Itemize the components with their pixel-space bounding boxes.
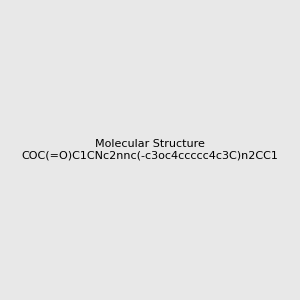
Text: Molecular Structure
COC(=O)C1CNc2nnc(-c3oc4ccccc4c3C)n2CC1: Molecular Structure COC(=O)C1CNc2nnc(-c3… [22, 139, 278, 161]
